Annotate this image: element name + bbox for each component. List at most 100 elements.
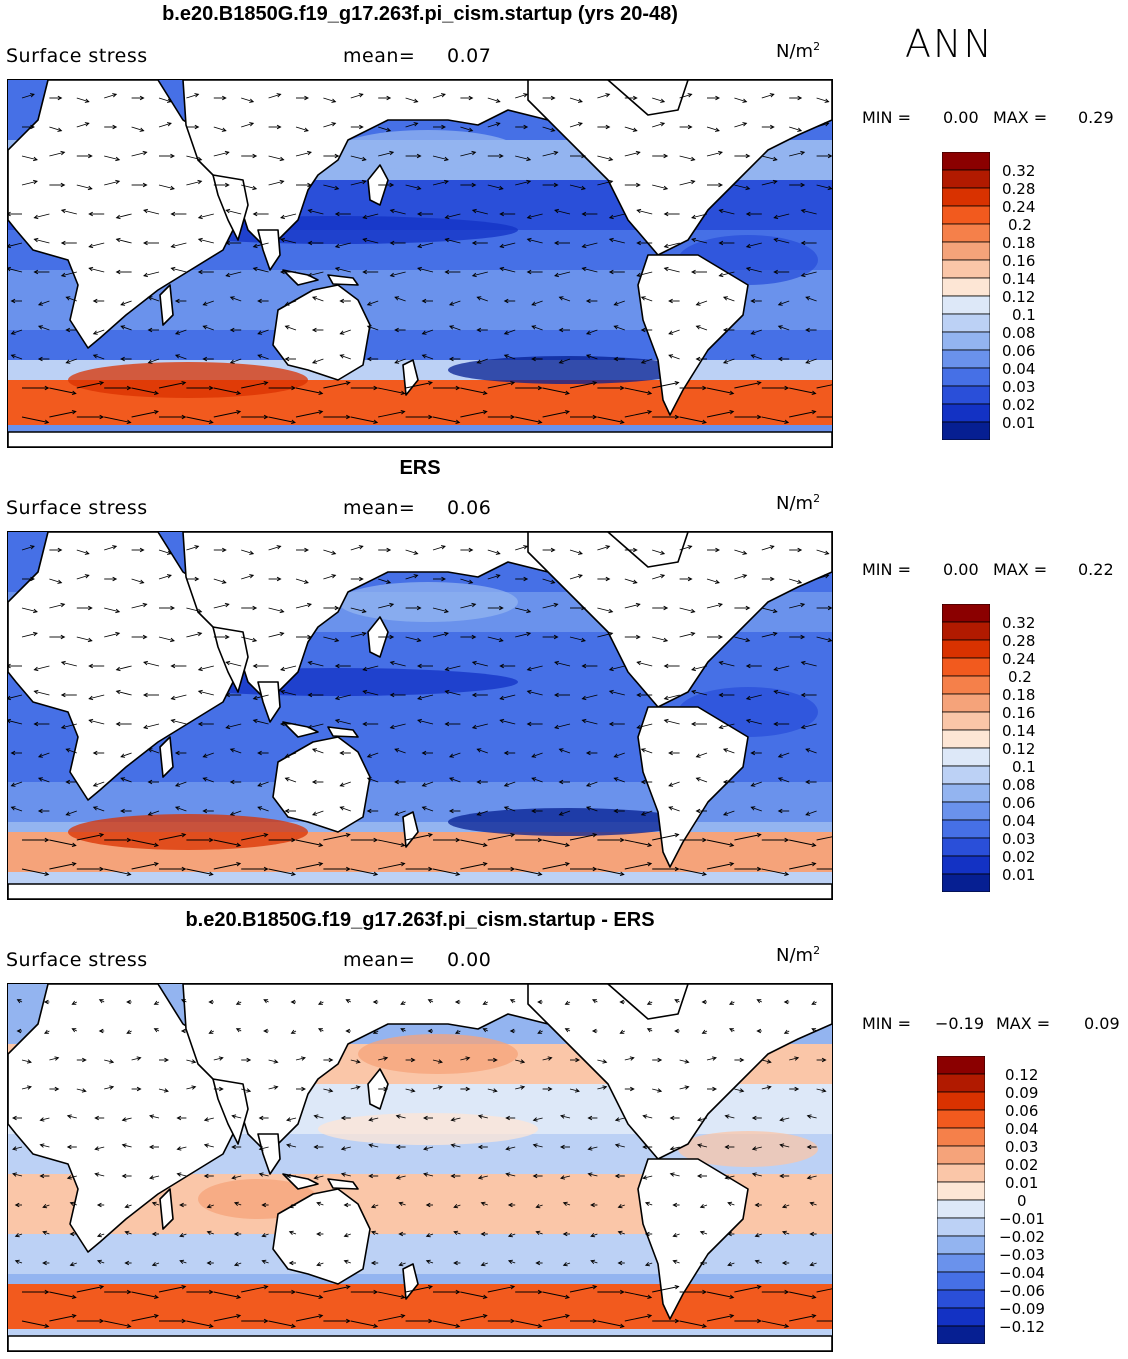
wind-vector-head bbox=[535, 1204, 541, 1209]
wind-vector bbox=[597, 576, 611, 582]
wind-vector-head bbox=[10, 330, 16, 335]
wind-vector-shaft bbox=[637, 271, 653, 277]
wind-vector bbox=[186, 385, 214, 391]
wind-vector-head bbox=[581, 718, 587, 724]
wind-vector bbox=[49, 410, 77, 418]
wind-vector-head bbox=[180, 1028, 186, 1034]
wind-vector-shaft bbox=[226, 661, 242, 667]
wind-vector bbox=[268, 93, 282, 99]
wind-vector bbox=[773, 269, 790, 275]
wind-vector-head bbox=[777, 301, 783, 306]
wind-vector bbox=[10, 354, 23, 360]
wind-vector-head bbox=[702, 871, 707, 876]
wind-vector-head bbox=[366, 301, 372, 306]
wind-vector bbox=[608, 665, 625, 672]
wind-vector-head bbox=[147, 359, 153, 364]
wind-vector-shaft bbox=[149, 1175, 160, 1179]
wind-vector-shaft bbox=[116, 690, 132, 696]
wind-vector bbox=[581, 718, 598, 725]
wind-vector bbox=[225, 208, 242, 215]
wind-vector-head bbox=[147, 779, 153, 785]
wind-vector-head bbox=[257, 354, 263, 359]
wind-vector-shaft bbox=[95, 1146, 105, 1150]
wind-vector-shaft bbox=[241, 636, 257, 642]
wind-vector-shaft bbox=[149, 1115, 160, 1119]
wind-vector-head bbox=[236, 842, 242, 847]
wind-vector-head bbox=[750, 298, 756, 304]
wind-vector-head bbox=[257, 330, 263, 335]
wind-vector-shaft bbox=[21, 180, 38, 186]
wind-vector-shaft bbox=[588, 1146, 598, 1150]
wind-vector-head bbox=[821, 1088, 827, 1093]
wind-vector bbox=[460, 1314, 488, 1322]
wind-vector-head bbox=[126, 385, 132, 391]
wind-vector-shaft bbox=[805, 810, 817, 816]
wind-vector bbox=[433, 837, 461, 843]
field-blob bbox=[378, 1194, 578, 1234]
wind-vector bbox=[131, 839, 159, 847]
wind-vector-head bbox=[318, 862, 324, 867]
wind-vector-head bbox=[87, 637, 93, 643]
wind-vector-head bbox=[284, 356, 290, 362]
wind-vector-shaft bbox=[104, 545, 117, 551]
wind-vector-shaft bbox=[618, 1231, 625, 1235]
wind-vector-head bbox=[33, 689, 39, 695]
wind-vector bbox=[722, 327, 735, 333]
wind-vector bbox=[652, 414, 680, 420]
colorbar-diff bbox=[937, 1056, 985, 1344]
wind-vector bbox=[22, 837, 50, 843]
colorbar-box bbox=[942, 205, 990, 225]
mean-value-obs: 0.06 bbox=[447, 497, 492, 519]
wind-vector-shaft bbox=[285, 752, 297, 758]
wind-vector bbox=[432, 416, 461, 424]
colorbar-box bbox=[937, 1145, 985, 1165]
wind-vector bbox=[323, 574, 337, 580]
wind-vector-shaft bbox=[186, 180, 202, 186]
wind-vector bbox=[213, 1056, 224, 1061]
wind-vector-head bbox=[783, 1029, 789, 1034]
wind-vector-head bbox=[366, 808, 372, 814]
wind-vector-head bbox=[33, 214, 39, 220]
wind-vector-head bbox=[784, 1289, 790, 1295]
wind-vector bbox=[65, 779, 77, 785]
wind-vector bbox=[503, 354, 516, 360]
wind-vector-head bbox=[499, 663, 504, 669]
wind-vector-shaft bbox=[171, 267, 187, 273]
wind-vector bbox=[476, 748, 488, 754]
wind-vector bbox=[499, 266, 516, 273]
wind-vector-shaft bbox=[49, 839, 76, 846]
wind-vector bbox=[345, 1028, 351, 1034]
wind-vector-head bbox=[99, 1285, 105, 1290]
wind-vector-head bbox=[531, 808, 536, 814]
wind-vector-head bbox=[727, 1231, 732, 1237]
wind-vector bbox=[405, 574, 419, 580]
wind-vector-head bbox=[273, 1059, 279, 1064]
wind-vector bbox=[789, 634, 806, 640]
wind-vector bbox=[487, 1285, 516, 1293]
wind-vector bbox=[613, 325, 625, 331]
wind-vector-head bbox=[43, 999, 49, 1005]
wind-vector-shaft bbox=[460, 1057, 470, 1061]
wind-vector bbox=[724, 1175, 735, 1180]
wind-vector-head bbox=[800, 150, 806, 156]
wind-vector-head bbox=[206, 1260, 212, 1266]
wind-vector bbox=[316, 1262, 324, 1267]
wind-vector-shaft bbox=[652, 574, 665, 580]
wind-vector-shaft bbox=[761, 93, 774, 99]
wind-vector-head bbox=[773, 666, 779, 672]
wind-vector-shaft bbox=[286, 1117, 297, 1121]
wind-vector-head bbox=[797, 547, 803, 553]
field-blob bbox=[68, 814, 308, 850]
wind-vector bbox=[21, 93, 35, 99]
wind-vector-shaft bbox=[668, 329, 680, 335]
wind-vector-head bbox=[57, 95, 63, 101]
colorbar-tick-label: 0.1 bbox=[1012, 758, 1036, 776]
wind-vector bbox=[734, 122, 748, 128]
wind-vector bbox=[115, 269, 132, 275]
coastline bbox=[402, 1263, 419, 1300]
wind-vector bbox=[471, 660, 488, 667]
wind-vector bbox=[394, 779, 406, 785]
wind-vector-shaft bbox=[569, 834, 597, 841]
wind-vector-shaft bbox=[268, 1086, 278, 1090]
wind-vector-shaft bbox=[186, 155, 202, 161]
